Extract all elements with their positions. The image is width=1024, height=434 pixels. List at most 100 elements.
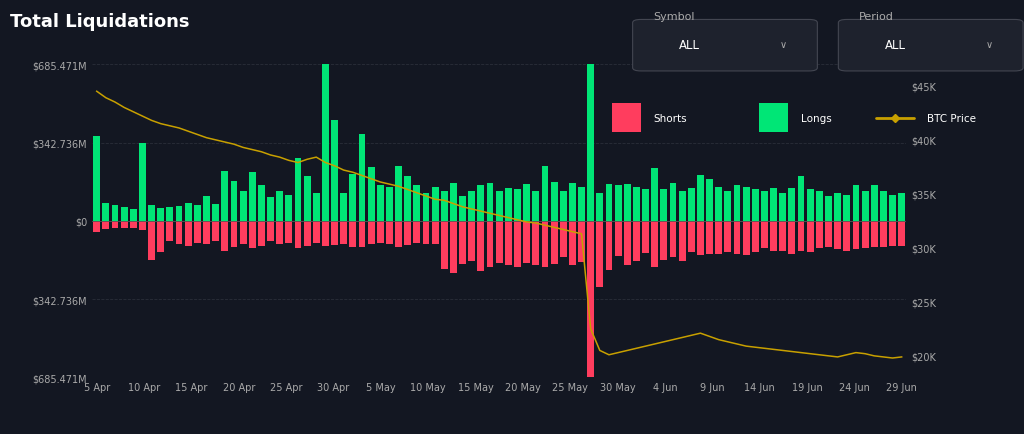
Bar <box>642 221 649 253</box>
Bar <box>93 137 100 221</box>
FancyBboxPatch shape <box>611 104 641 133</box>
Bar <box>349 221 356 247</box>
Bar <box>770 188 777 221</box>
Bar <box>614 221 622 256</box>
Bar <box>660 221 668 260</box>
Bar <box>295 221 301 249</box>
Bar <box>331 121 338 221</box>
Bar <box>579 221 585 263</box>
Bar <box>742 187 750 221</box>
Bar <box>514 221 521 267</box>
Bar <box>450 184 457 221</box>
Text: ALL: ALL <box>679 39 699 52</box>
Bar <box>322 65 329 221</box>
Bar <box>395 167 402 221</box>
Bar <box>569 184 575 221</box>
Bar <box>788 188 796 221</box>
Bar <box>670 184 677 221</box>
Bar <box>130 210 137 221</box>
Bar <box>414 221 420 243</box>
Bar <box>660 189 668 221</box>
Bar <box>230 181 238 221</box>
Bar <box>835 194 841 221</box>
Bar <box>450 221 457 274</box>
Bar <box>742 221 750 256</box>
Bar <box>542 221 549 267</box>
Bar <box>861 221 868 249</box>
Bar <box>167 221 173 242</box>
Bar <box>779 221 786 251</box>
Bar <box>614 186 622 221</box>
Bar <box>102 221 110 229</box>
Bar <box>579 187 585 221</box>
Bar <box>679 192 686 221</box>
Bar <box>880 221 887 247</box>
Bar <box>889 221 896 247</box>
Bar <box>816 221 822 249</box>
Bar <box>670 221 677 258</box>
Bar <box>505 188 512 221</box>
Bar <box>377 186 384 221</box>
Bar <box>423 194 429 221</box>
Bar <box>861 192 868 221</box>
Bar <box>139 221 145 230</box>
Bar <box>194 221 201 243</box>
Bar <box>733 186 740 221</box>
Bar <box>423 221 429 244</box>
Bar <box>459 221 466 265</box>
Bar <box>349 174 356 221</box>
Bar <box>486 221 494 267</box>
Bar <box>358 135 366 221</box>
Bar <box>807 189 814 221</box>
Bar <box>221 221 228 251</box>
Bar <box>121 207 128 221</box>
Bar <box>267 197 274 221</box>
Bar <box>368 168 375 221</box>
Bar <box>716 221 722 254</box>
Bar <box>468 221 475 261</box>
Bar <box>807 221 814 252</box>
Bar <box>358 221 366 247</box>
Bar <box>295 159 301 221</box>
Bar <box>304 221 310 247</box>
Bar <box>258 186 265 221</box>
Bar <box>624 221 631 266</box>
Text: ∨: ∨ <box>779 40 786 50</box>
Bar <box>697 221 703 256</box>
Bar <box>432 221 438 244</box>
Bar <box>184 203 191 221</box>
Bar <box>496 192 503 221</box>
Bar <box>870 221 878 247</box>
Bar <box>779 194 786 221</box>
Bar <box>377 221 384 243</box>
Bar <box>697 176 703 221</box>
Bar <box>258 221 265 247</box>
Text: Longs: Longs <box>801 113 831 123</box>
Bar <box>212 204 219 221</box>
Bar <box>724 192 731 221</box>
Bar <box>167 207 173 221</box>
Bar <box>596 194 603 221</box>
Bar <box>312 221 319 243</box>
Bar <box>770 221 777 251</box>
Bar <box>569 221 575 266</box>
Bar <box>267 221 274 242</box>
Bar <box>139 144 145 221</box>
Bar <box>148 205 155 221</box>
Bar <box>825 221 831 247</box>
Bar <box>898 194 905 221</box>
Bar <box>221 171 228 221</box>
Bar <box>184 221 191 247</box>
Bar <box>249 221 256 249</box>
Bar <box>276 192 283 221</box>
Bar <box>203 221 210 244</box>
FancyBboxPatch shape <box>839 20 1023 72</box>
Bar <box>386 221 393 244</box>
Bar <box>560 192 566 221</box>
Text: Period: Period <box>859 13 894 22</box>
Bar <box>158 209 164 221</box>
Bar <box>93 221 100 233</box>
Bar <box>194 205 201 221</box>
Bar <box>542 167 549 221</box>
Bar <box>724 221 731 252</box>
